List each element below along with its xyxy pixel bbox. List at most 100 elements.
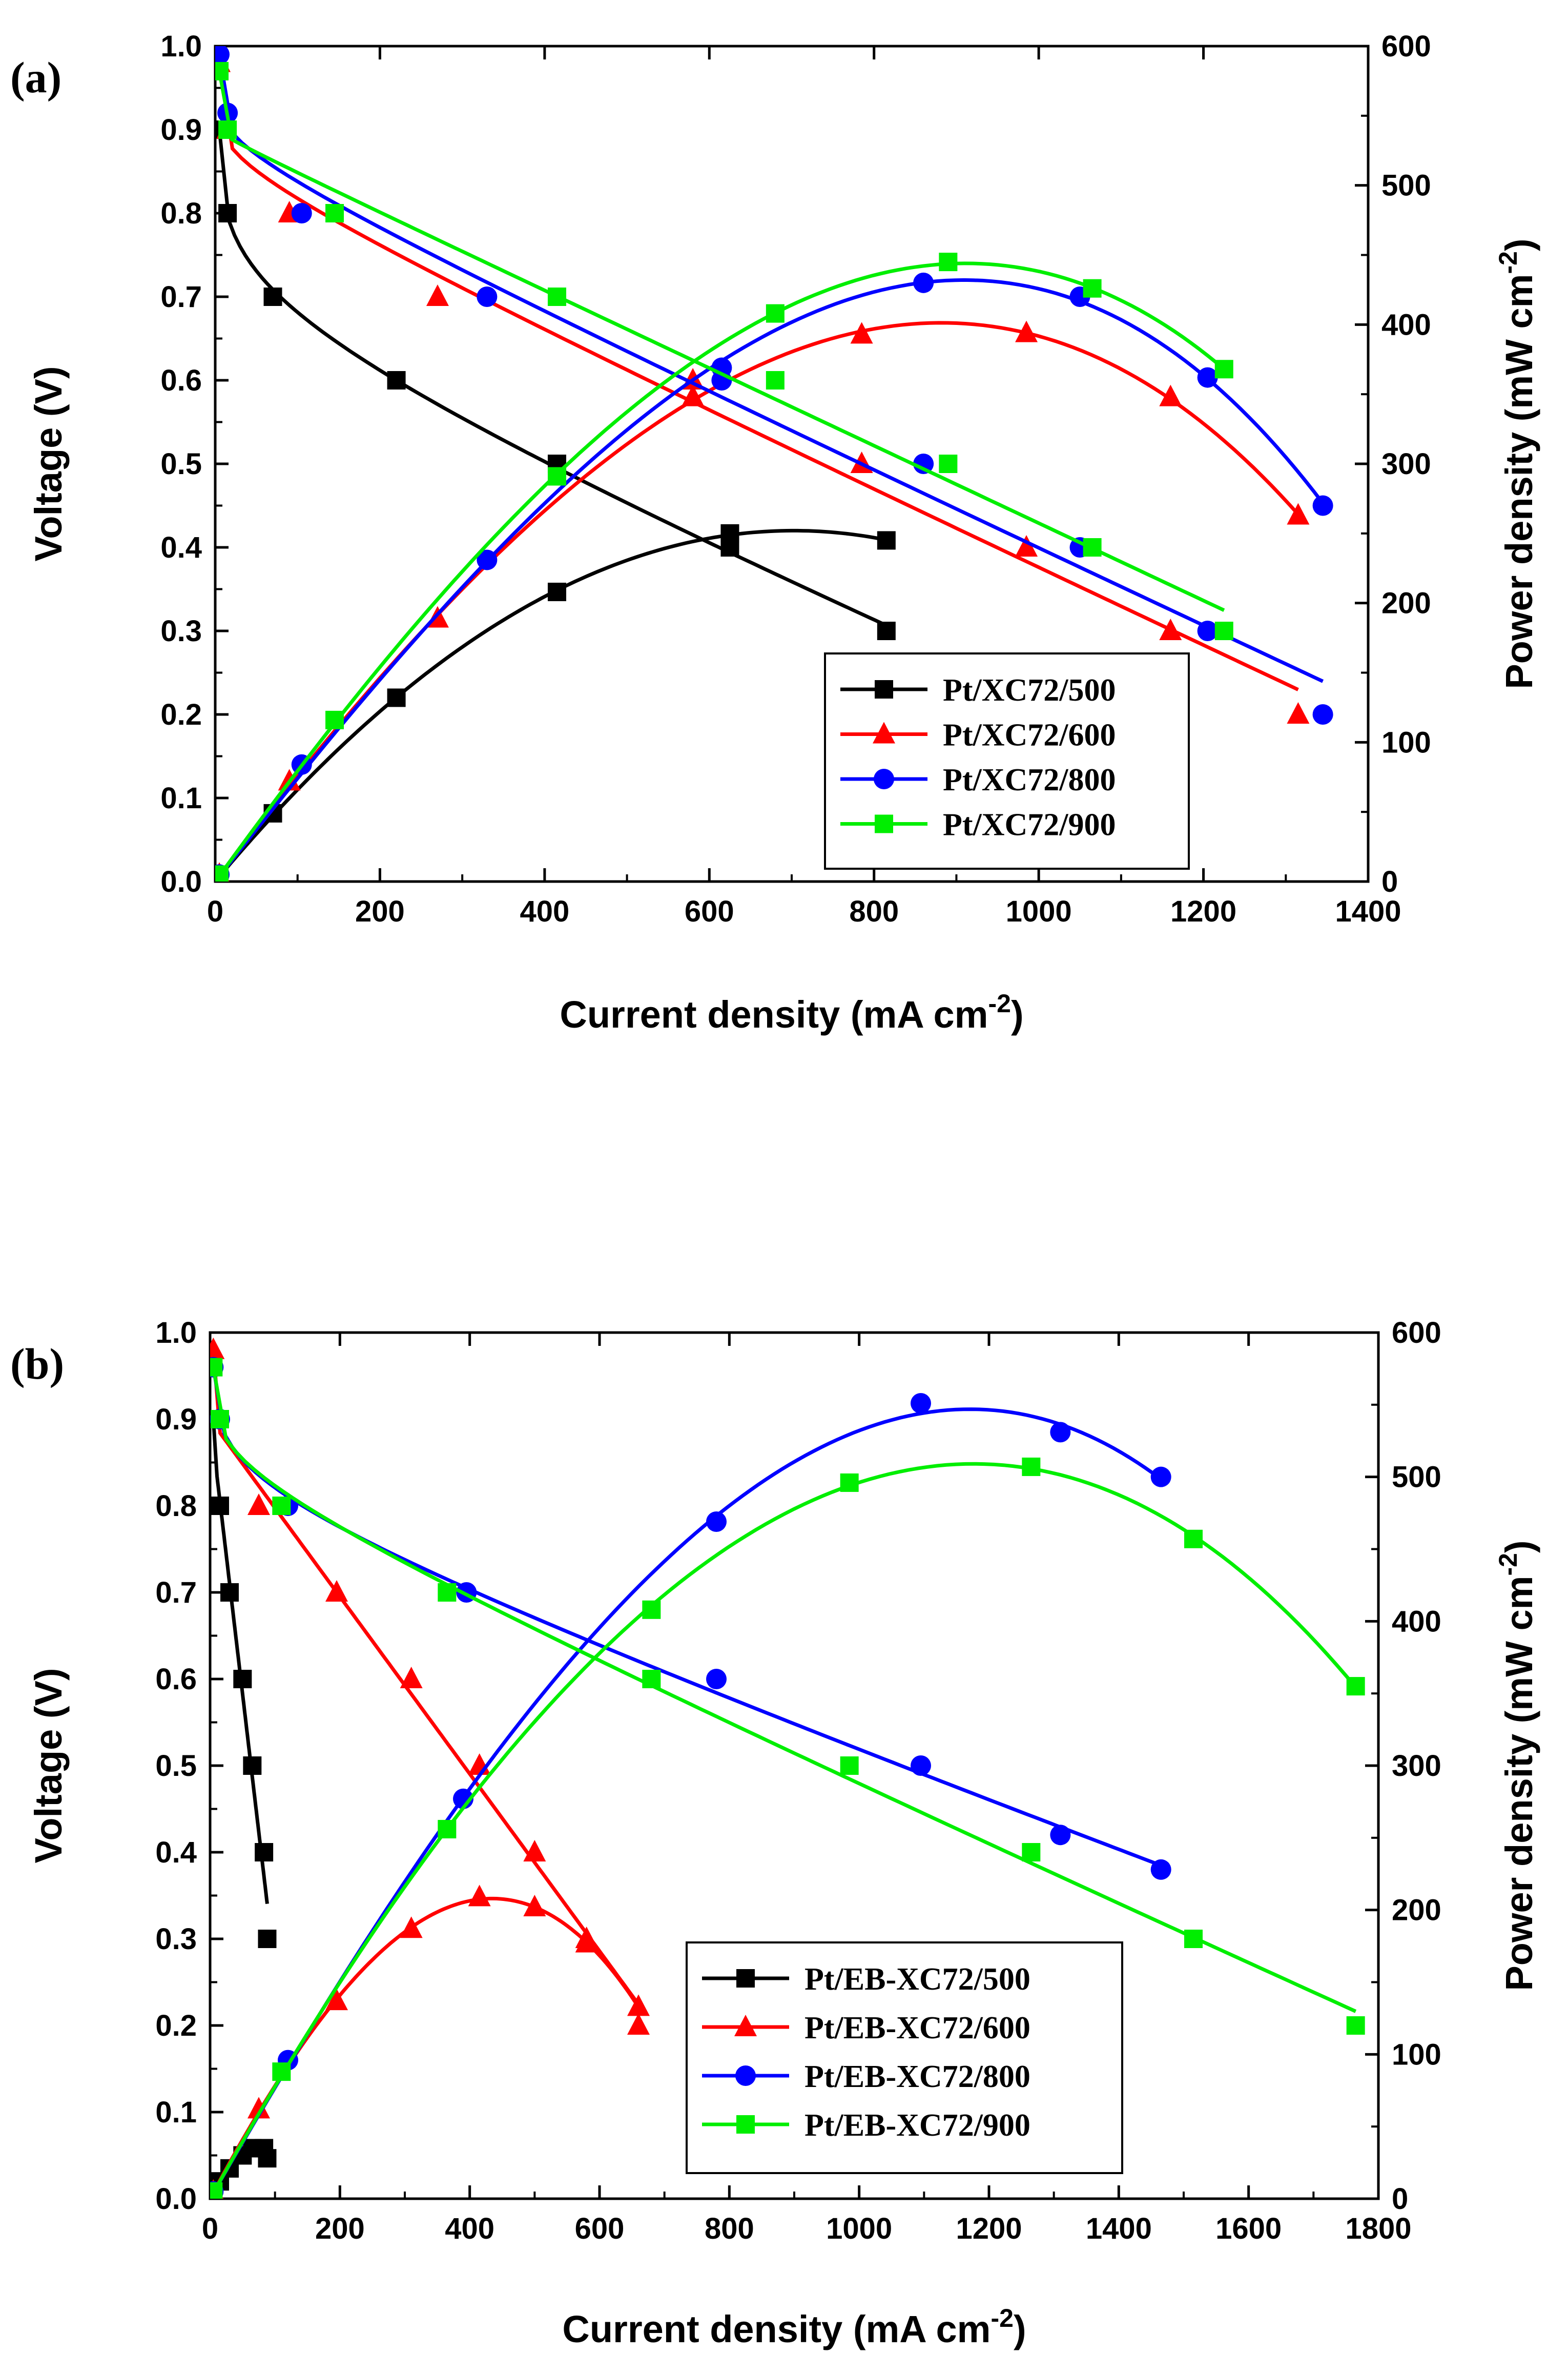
x-tick-label: 800 bbox=[705, 2212, 754, 2245]
power-point bbox=[387, 688, 406, 707]
y2-axis-title: Power density (mW cm-2) bbox=[1494, 1540, 1540, 1991]
voltage-point bbox=[215, 46, 230, 65]
y2-tick-label: 400 bbox=[1392, 1605, 1441, 1638]
legend-label: Pt/EB-XC72/600 bbox=[804, 2011, 1030, 2045]
power-point bbox=[1150, 1466, 1171, 1487]
voltage-point bbox=[291, 203, 312, 223]
voltage-point bbox=[211, 1410, 229, 1428]
legend-swatch-marker bbox=[736, 1969, 755, 1988]
voltage-point bbox=[523, 1840, 546, 1861]
x-axis-title: Current density (mA cm-2) bbox=[560, 989, 1023, 1036]
power-line bbox=[218, 261, 1226, 877]
voltage-point bbox=[1150, 1859, 1171, 1880]
y-tick-label: 1.0 bbox=[155, 1316, 197, 1349]
voltage-point bbox=[263, 288, 282, 306]
x-tick-label: 400 bbox=[445, 2212, 494, 2245]
power-point bbox=[1022, 1457, 1041, 1476]
y-axis-title: Voltage (V) bbox=[27, 1668, 70, 1864]
voltage-point bbox=[233, 1670, 252, 1688]
y-tick-label: 0.8 bbox=[160, 197, 202, 230]
y-tick-label: 0.1 bbox=[155, 2096, 197, 2129]
power-point bbox=[850, 322, 873, 344]
y-tick-label: 0.6 bbox=[160, 364, 202, 397]
x-tick-label: 1000 bbox=[1006, 895, 1072, 928]
power-point bbox=[1015, 320, 1038, 342]
y-tick-label: 0.0 bbox=[160, 865, 202, 898]
voltage-point bbox=[1312, 704, 1333, 725]
x-tick-label: 1400 bbox=[1086, 2212, 1152, 2245]
voltage-point bbox=[1015, 535, 1038, 557]
voltage-line bbox=[211, 1419, 269, 1905]
legend-label: Pt/EB-XC72/500 bbox=[804, 1962, 1030, 1997]
y-tick-label: 0.5 bbox=[155, 1749, 197, 1783]
x-tick-label: 400 bbox=[520, 895, 569, 928]
voltage-point bbox=[1214, 622, 1233, 640]
legend-swatch-marker bbox=[736, 2115, 755, 2134]
x-tick-label: 0 bbox=[207, 895, 223, 928]
voltage-point bbox=[911, 1755, 931, 1776]
y-tick-label: 0.6 bbox=[155, 1663, 197, 1696]
voltage-point bbox=[210, 1358, 223, 1377]
panel-a-chart: 0 200 400 600 800 1000 1200 14000.00.10.20.30.4… bbox=[10, 30, 1540, 1036]
legend: Pt/EB-XC72/500 Pt/EB-XC72/600 Pt/EB-XC72/8… bbox=[686, 1941, 1123, 2174]
power-point bbox=[210, 2182, 223, 2199]
voltage-line bbox=[211, 1366, 1357, 2013]
power-point bbox=[272, 2062, 291, 2081]
x-tick-label: 800 bbox=[849, 895, 899, 928]
legend: Pt/XC72/500 Pt/XC72/600 Pt/XC72/800 Pt/XC72… bbox=[824, 652, 1190, 870]
series-pt-xc72-900 bbox=[215, 62, 1233, 882]
legend-swatch-marker bbox=[735, 2065, 756, 2086]
voltage-point bbox=[877, 622, 896, 640]
voltage-point bbox=[1346, 2016, 1365, 2035]
power-point bbox=[325, 710, 344, 729]
voltage-point bbox=[325, 1580, 348, 1602]
y-tick-label: 0.8 bbox=[155, 1489, 197, 1523]
voltage-point bbox=[255, 1843, 274, 1861]
y2-axis-ticks: 0 100 200 300 400 500 600 bbox=[1355, 30, 1431, 898]
legend-label: Pt/XC72/900 bbox=[943, 808, 1116, 843]
voltage-point bbox=[939, 455, 958, 473]
voltage-point bbox=[220, 1583, 239, 1602]
y2-axis-ticks: 0 100 200 300 400 500 600 bbox=[1365, 1316, 1441, 2216]
legend-label: Pt/EB-XC72/900 bbox=[804, 2108, 1030, 2143]
voltage-point bbox=[438, 1583, 457, 1602]
power-point bbox=[258, 2149, 277, 2168]
power-point bbox=[913, 272, 934, 293]
x-tick-label: 1600 bbox=[1215, 2212, 1282, 2245]
power-point bbox=[400, 1916, 423, 1938]
voltage-point bbox=[627, 2013, 650, 2035]
power-point bbox=[706, 1511, 727, 1532]
voltage-point bbox=[1159, 619, 1182, 640]
voltage-line bbox=[217, 63, 1299, 691]
power-point bbox=[547, 582, 566, 601]
y-tick-label: 0.4 bbox=[160, 531, 202, 564]
y2-tick-label: 200 bbox=[1392, 1894, 1441, 1927]
power-point bbox=[477, 549, 498, 570]
voltage-point bbox=[642, 1670, 661, 1688]
legend-swatch-marker bbox=[874, 769, 894, 789]
panel-label: (b) bbox=[10, 1339, 64, 1388]
voltage-point bbox=[913, 454, 934, 474]
power-point bbox=[911, 1393, 931, 1414]
y2-tick-label: 200 bbox=[1381, 587, 1431, 620]
y-tick-label: 0.1 bbox=[160, 782, 202, 815]
y-tick-label: 0.2 bbox=[160, 698, 202, 731]
power-point bbox=[1346, 1677, 1365, 1696]
y2-tick-label: 500 bbox=[1392, 1461, 1441, 1494]
x-tick-label: 0 bbox=[202, 2212, 218, 2245]
voltage-point bbox=[706, 1669, 727, 1689]
legend-label: Pt/XC72/500 bbox=[943, 673, 1116, 708]
voltage-point bbox=[477, 286, 498, 307]
voltage-point bbox=[215, 62, 229, 80]
power-point bbox=[1214, 360, 1233, 379]
y2-tick-label: 600 bbox=[1381, 30, 1431, 63]
power-point bbox=[438, 1819, 457, 1838]
voltage-point bbox=[1050, 1825, 1071, 1846]
x-tick-label: 1200 bbox=[1170, 895, 1236, 928]
y-tick-label: 0.5 bbox=[160, 447, 202, 481]
y2-tick-label: 0 bbox=[1381, 865, 1398, 898]
power-point bbox=[325, 1989, 348, 2011]
voltage-point bbox=[547, 288, 566, 306]
voltage-point bbox=[400, 1667, 423, 1688]
